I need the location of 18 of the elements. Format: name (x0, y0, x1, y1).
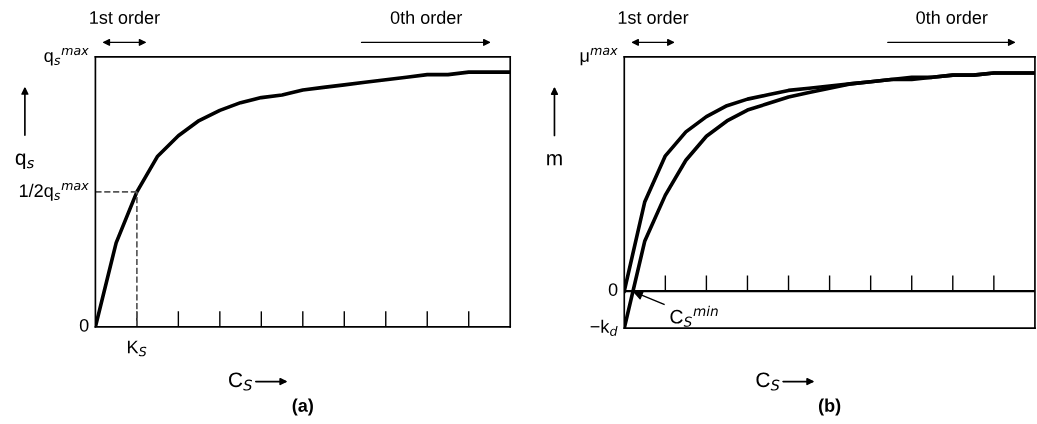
text: 0 (79, 318, 89, 332)
x-axis-title: C$_{S}$ (229, 372, 253, 391)
x-axis-title: C$_{S}$ (756, 372, 780, 391)
text: 0 (608, 283, 618, 296)
annotation: C$_{S}$$^{min}$ (670, 305, 718, 327)
y-axis-title: q$_{s}$ (15, 153, 34, 170)
text: q$_{s}$$^{max}$ (44, 47, 89, 66)
y-axis-title: m (547, 154, 562, 166)
text: 0th order (916, 10, 988, 24)
text: (b) (818, 398, 841, 416)
text: K$_{S}$ (127, 340, 147, 357)
text: 1/2q$_{s}$$^{max}$ (19, 182, 89, 201)
text: 1st order (618, 10, 689, 24)
text: −k$_{d}$ (590, 319, 618, 336)
text: 1st order (90, 10, 160, 24)
text: 0th order (390, 10, 463, 24)
text: (a) (292, 398, 313, 416)
text: μ$^{max}$ (580, 47, 618, 66)
